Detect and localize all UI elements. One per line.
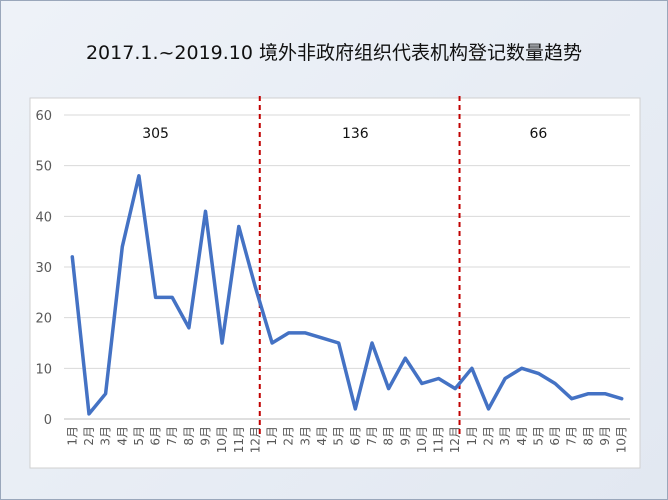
x-tick-label: 4月	[315, 426, 329, 446]
y-tick-label: 50	[35, 160, 52, 175]
y-tick-label: 20	[35, 312, 52, 327]
period-total-label: 66	[530, 126, 548, 142]
x-tick-label: 2月	[482, 426, 496, 446]
x-tick-label: 9月	[598, 426, 612, 446]
x-tick-label: 9月	[398, 426, 412, 446]
x-tick-label: 6月	[149, 426, 163, 446]
x-tick-label: 7月	[165, 426, 179, 446]
x-tick-label: 2月	[282, 426, 296, 446]
y-tick-label: 0	[44, 413, 52, 428]
x-tick-label: 11月	[232, 426, 246, 453]
x-tick-label: 7月	[565, 426, 579, 446]
y-tick-label: 30	[35, 261, 52, 276]
x-tick-label: 10月	[215, 426, 229, 453]
period-total-label: 136	[342, 126, 369, 142]
x-tick-label: 3月	[298, 426, 312, 446]
x-tick-label: 9月	[199, 426, 213, 446]
x-tick-label: 6月	[348, 426, 362, 446]
y-tick-label: 60	[35, 109, 52, 124]
x-tick-label: 4月	[515, 426, 529, 446]
x-tick-label: 1月	[65, 426, 79, 446]
x-tick-label: 2月	[82, 426, 96, 446]
x-tick-label: 1月	[265, 426, 279, 446]
x-tick-label: 1月	[465, 426, 479, 446]
x-tick-label: 8月	[182, 426, 196, 446]
chart-title: 2017.1.~2019.10 境外非政府组织代表机构登记数量趋势	[85, 42, 583, 64]
x-tick-label: 8月	[581, 426, 595, 446]
x-tick-label: 6月	[548, 426, 562, 446]
x-tick-label: 3月	[99, 426, 113, 446]
x-tick-label: 10月	[415, 426, 429, 453]
x-tick-label: 7月	[365, 426, 379, 446]
x-tick-label: 4月	[115, 426, 129, 446]
x-tick-label: 11月	[432, 426, 446, 453]
series-line	[70, 174, 624, 416]
x-tick-label: 5月	[132, 426, 146, 446]
x-tick-label: 10月	[615, 426, 629, 453]
period-total-label: 305	[142, 126, 169, 142]
x-tick-label: 5月	[332, 426, 346, 446]
x-tick-label: 8月	[382, 426, 396, 446]
x-tick-label: 5月	[531, 426, 545, 446]
x-tick-label: 3月	[498, 426, 512, 446]
y-tick-label: 10	[35, 362, 52, 377]
y-tick-label: 40	[35, 210, 52, 225]
plot-area	[29, 97, 641, 469]
